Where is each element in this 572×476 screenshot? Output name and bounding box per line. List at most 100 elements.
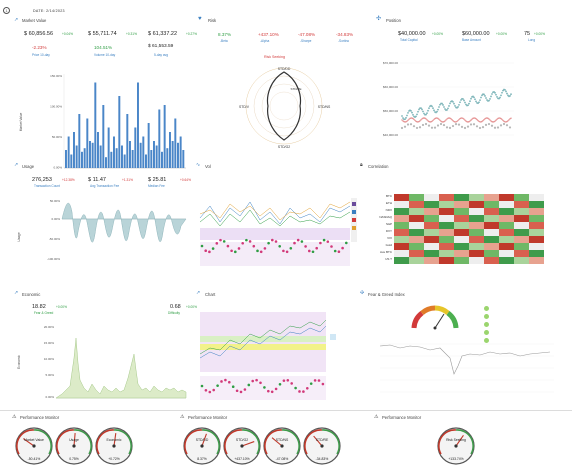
data-point bbox=[345, 241, 348, 245]
bar bbox=[126, 114, 129, 168]
data-point bbox=[425, 113, 427, 116]
bar bbox=[121, 145, 123, 168]
heatmap-cell bbox=[394, 215, 409, 222]
panel-title: Usage bbox=[22, 164, 35, 169]
data-point bbox=[479, 99, 481, 102]
heatmap-cell bbox=[454, 201, 469, 208]
stat-value: -47.08% bbox=[298, 32, 316, 37]
heatmap-cell bbox=[529, 229, 544, 236]
gauge-needle bbox=[73, 433, 76, 447]
data-point bbox=[445, 119, 447, 121]
stat-value: 0.68 bbox=[170, 304, 181, 310]
heatmap-cell bbox=[409, 236, 424, 243]
position-panel: ✣ Position $40,000.00 +0.00% Total Capit… bbox=[376, 14, 566, 154]
data-point bbox=[247, 383, 251, 387]
row-label: VIX bbox=[387, 236, 392, 240]
data-point bbox=[289, 246, 293, 250]
heatmap-cell bbox=[424, 222, 439, 229]
data-point bbox=[448, 105, 450, 107]
data-point bbox=[313, 379, 317, 382]
data-point bbox=[480, 96, 482, 99]
data-point bbox=[432, 119, 434, 122]
heatmap-cell bbox=[484, 236, 499, 243]
chart-line-icon: ↗ bbox=[14, 290, 19, 296]
radar-axis-label: STD/NS bbox=[318, 105, 331, 109]
bar bbox=[142, 136, 145, 168]
data-point bbox=[409, 123, 413, 126]
data-point bbox=[309, 382, 313, 385]
data-point bbox=[471, 118, 473, 120]
bar bbox=[134, 127, 137, 168]
heatmap-cell bbox=[454, 229, 469, 236]
data-point bbox=[412, 113, 414, 116]
bar bbox=[171, 141, 174, 168]
panel-title: Market Value bbox=[22, 18, 47, 23]
data-point bbox=[464, 119, 466, 121]
data-point bbox=[410, 110, 412, 112]
data-point bbox=[411, 111, 413, 114]
data-point bbox=[436, 110, 438, 113]
data-point bbox=[224, 378, 227, 382]
bar bbox=[179, 136, 182, 168]
data-point bbox=[422, 110, 424, 113]
data-point bbox=[435, 117, 437, 119]
data-point bbox=[322, 238, 326, 242]
heatmap-cell bbox=[484, 250, 499, 257]
data-point bbox=[431, 120, 433, 123]
heatmap-cell bbox=[529, 250, 544, 257]
heatmap-cell bbox=[439, 236, 454, 243]
data-point bbox=[484, 95, 486, 97]
data-point bbox=[479, 121, 481, 123]
bar bbox=[65, 150, 67, 168]
gauge-needle bbox=[23, 438, 35, 447]
data-point bbox=[243, 388, 247, 391]
data-point bbox=[208, 390, 212, 394]
stat-sub: Transaction Count bbox=[34, 184, 60, 188]
bar bbox=[118, 96, 121, 168]
data-point bbox=[425, 118, 427, 120]
candles-chart bbox=[199, 312, 336, 400]
usage-area-chart: Usage 50.00% 0.00% -50.00% -100.00% bbox=[17, 199, 187, 261]
stat-delta: +0.00% bbox=[186, 305, 197, 309]
y-tick: 50.00% bbox=[50, 199, 61, 203]
gauge-value: -47.08% bbox=[276, 457, 289, 461]
bar bbox=[129, 141, 131, 168]
gauge-needle bbox=[201, 433, 207, 447]
heatmap-cell bbox=[514, 229, 529, 236]
heatmap-cell bbox=[499, 222, 514, 229]
data-point bbox=[442, 123, 446, 127]
menu-icon[interactable]: 1 bbox=[3, 7, 10, 14]
heatmap-cell bbox=[484, 257, 499, 264]
data-point bbox=[282, 249, 285, 253]
data-point bbox=[414, 119, 416, 122]
data-point bbox=[410, 117, 412, 119]
data-point bbox=[270, 390, 274, 394]
data-point bbox=[437, 117, 439, 120]
data-point bbox=[424, 117, 426, 119]
panel-title: Chart bbox=[205, 292, 216, 297]
data-point bbox=[424, 122, 428, 126]
data-point bbox=[286, 379, 290, 382]
data-point bbox=[460, 125, 464, 128]
data-point bbox=[315, 246, 318, 250]
data-point bbox=[412, 117, 414, 120]
heatmap-cell bbox=[409, 250, 424, 257]
data-point bbox=[456, 120, 458, 123]
data-point bbox=[263, 247, 267, 250]
data-point bbox=[505, 90, 507, 93]
bar bbox=[81, 151, 83, 168]
stat-value: $ 55,711.74 bbox=[88, 31, 117, 37]
heatmap-cell bbox=[514, 250, 529, 257]
data-point bbox=[463, 99, 465, 102]
data-point bbox=[263, 386, 266, 389]
heatmap-cell bbox=[454, 194, 469, 201]
data-point bbox=[278, 245, 281, 248]
performance-monitor: ⚠ Performance Monitor STD/DD 8.37% STD/G2 +43… bbox=[172, 412, 352, 476]
data-point bbox=[420, 119, 422, 121]
y-tick: $70,000.00 bbox=[383, 61, 398, 65]
legend-dots bbox=[484, 306, 494, 346]
bar bbox=[67, 136, 70, 168]
heatmap-cell bbox=[424, 243, 439, 250]
heatmap-cell bbox=[394, 222, 409, 229]
data-point bbox=[406, 123, 410, 126]
